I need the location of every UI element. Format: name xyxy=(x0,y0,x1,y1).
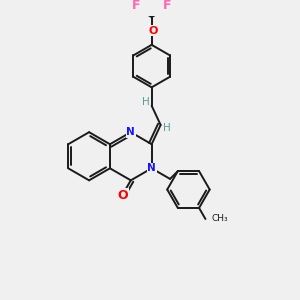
Text: N: N xyxy=(126,127,135,137)
Text: O: O xyxy=(148,26,158,36)
Text: H: H xyxy=(142,97,149,107)
Text: H: H xyxy=(163,123,171,133)
Text: CH₃: CH₃ xyxy=(212,214,228,224)
Text: N: N xyxy=(147,163,156,173)
Text: F: F xyxy=(132,0,141,12)
Text: O: O xyxy=(118,189,128,202)
Text: F: F xyxy=(163,0,171,12)
